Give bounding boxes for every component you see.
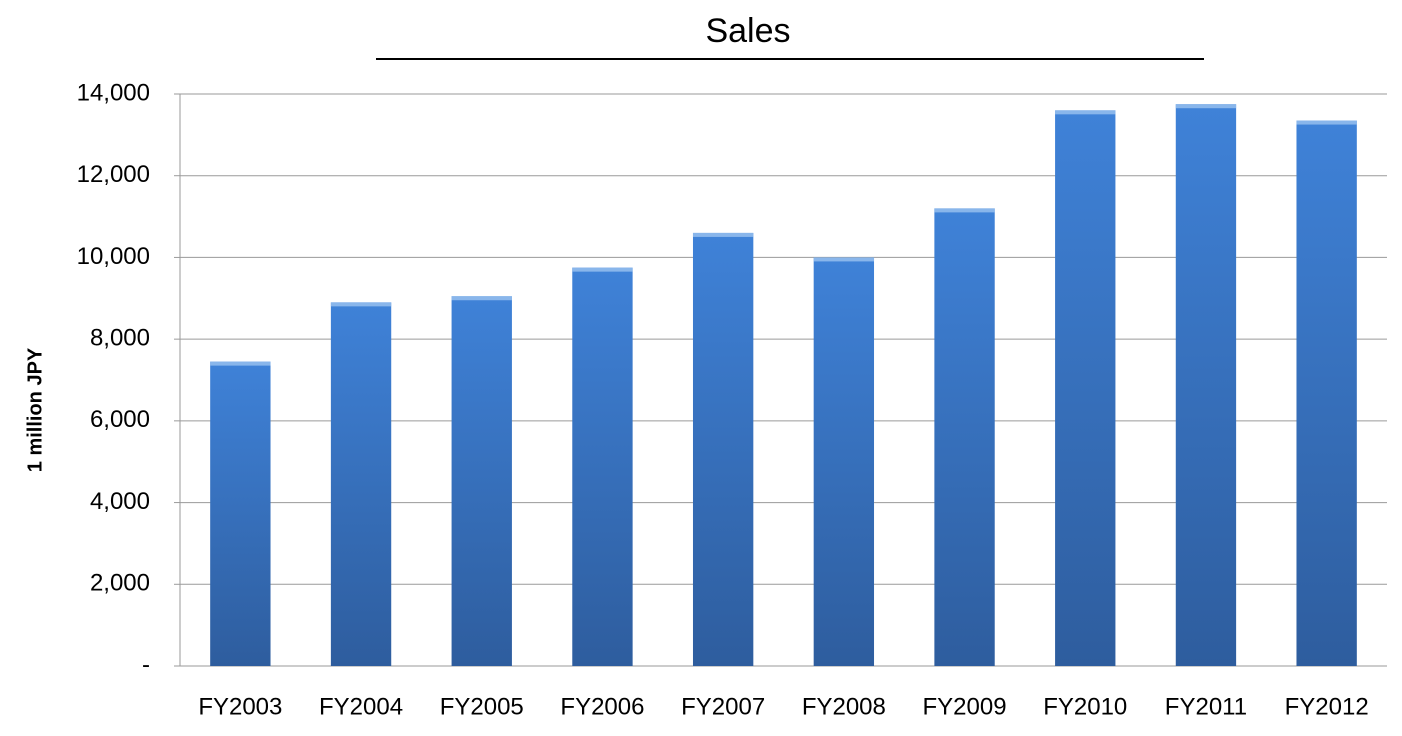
x-tick-label: FY2012 bbox=[1285, 693, 1369, 720]
y-tick-label: 12,000 bbox=[77, 161, 150, 188]
x-tick-label: FY2009 bbox=[923, 693, 1007, 720]
x-tick-label: FY2008 bbox=[802, 693, 886, 720]
y-tick-label: 6,000 bbox=[90, 406, 150, 433]
x-tick-label: FY2006 bbox=[560, 693, 644, 720]
bar-cap bbox=[210, 361, 271, 366]
bar-cap bbox=[451, 296, 512, 301]
bar-cap bbox=[1055, 110, 1116, 115]
x-tick-label: FY2004 bbox=[319, 693, 403, 720]
bar bbox=[451, 296, 512, 666]
bar-cap bbox=[813, 257, 875, 262]
bar-cap bbox=[934, 208, 995, 213]
y-tick-label: 2,000 bbox=[90, 570, 150, 597]
bar bbox=[692, 232, 754, 666]
y-axis-label: 1 million JPY bbox=[24, 347, 46, 472]
bar-cap bbox=[692, 232, 754, 237]
bar bbox=[1055, 110, 1116, 667]
x-tick-label: FY2010 bbox=[1043, 693, 1127, 720]
bar bbox=[210, 361, 271, 666]
bar bbox=[1175, 104, 1237, 666]
y-tick-label: 14,000 bbox=[77, 79, 150, 106]
bar bbox=[934, 208, 995, 666]
bar-cap bbox=[1296, 120, 1357, 125]
x-tick-label: FY2011 bbox=[1165, 693, 1247, 720]
x-tick-label: FY2003 bbox=[198, 693, 282, 720]
bar bbox=[1296, 120, 1357, 667]
bar-cap bbox=[330, 302, 392, 307]
bar-cap bbox=[1175, 104, 1237, 109]
x-tick-label: FY2007 bbox=[681, 693, 765, 720]
chart-title: Sales bbox=[705, 12, 790, 50]
bar-cap bbox=[572, 267, 633, 272]
bar bbox=[572, 267, 633, 666]
bar bbox=[813, 257, 875, 666]
y-tick-label: - bbox=[142, 651, 150, 678]
bar bbox=[330, 302, 392, 666]
y-tick-label: 10,000 bbox=[77, 243, 150, 270]
x-tick-label: FY2005 bbox=[440, 693, 524, 720]
y-tick-label: 4,000 bbox=[90, 488, 150, 515]
y-tick-label: 8,000 bbox=[90, 324, 150, 351]
